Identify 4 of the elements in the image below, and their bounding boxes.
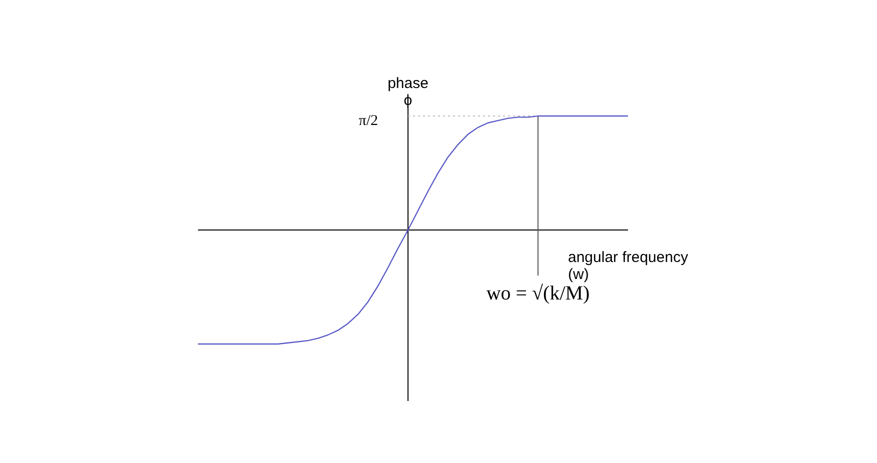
- x-axis-title: angular frequency (w): [568, 249, 689, 284]
- annotation: wo = √(k/M): [486, 282, 590, 305]
- y-axis-title: phase ϕ: [388, 75, 428, 110]
- ref-line-label: π/2: [358, 113, 378, 130]
